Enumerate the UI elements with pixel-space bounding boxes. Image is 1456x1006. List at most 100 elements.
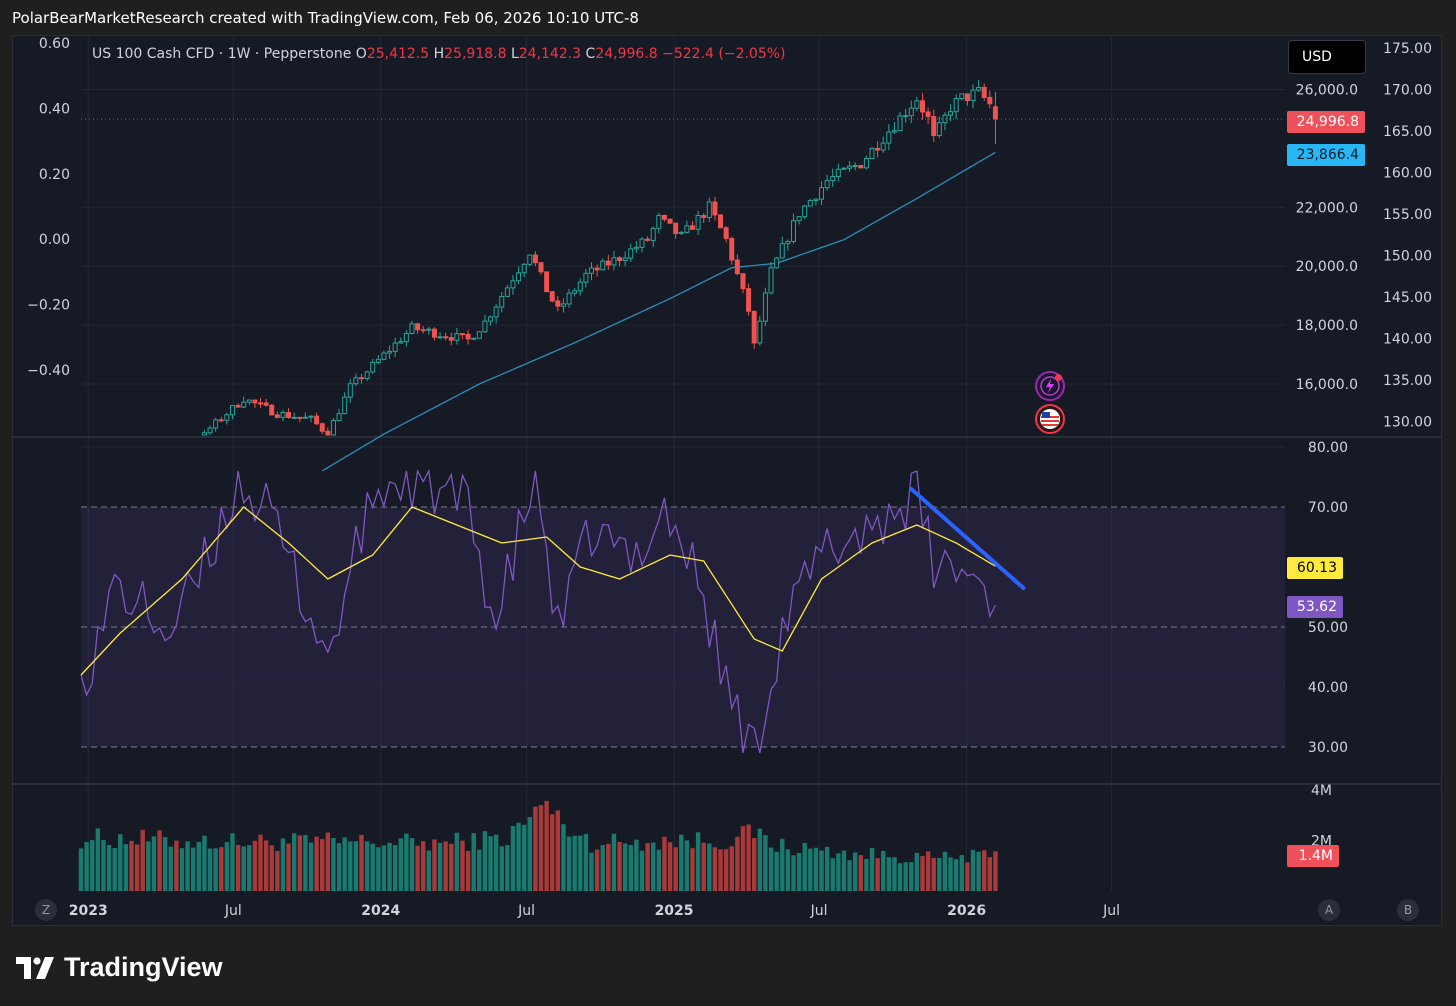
candle-down <box>920 100 925 113</box>
volume-bar <box>796 852 802 891</box>
volume-bar <box>303 835 308 891</box>
chart-canvas[interactable]: 2023 Jul 2024 Jul 2025 Jul 2026 Jul 26,000.0 22,0… <box>12 35 1442 926</box>
price-axis-label: 18,000.0 <box>1296 318 1358 334</box>
volume-bar <box>824 846 830 891</box>
volume-bar <box>460 840 465 891</box>
candle-up <box>375 358 381 363</box>
chart-panel[interactable] <box>12 35 1442 926</box>
volume-bar <box>432 839 437 891</box>
candle-up <box>381 352 387 360</box>
left-axis-label: 0.40 <box>39 101 70 117</box>
volume-bar <box>639 850 645 891</box>
right-axis-label: 160.00 <box>1383 166 1432 182</box>
tradingview-logo[interactable]: TradingView <box>16 952 223 983</box>
candle-up <box>903 115 909 118</box>
candle-up <box>308 415 314 418</box>
rsi-axis-label: 70.00 <box>1308 500 1348 516</box>
volume-bar <box>185 841 190 891</box>
candle-down <box>319 423 325 432</box>
candle-up <box>897 115 903 132</box>
candle-up <box>499 295 505 308</box>
candle-down <box>964 93 970 102</box>
volume-bar <box>982 850 987 891</box>
candle-up <box>650 227 656 241</box>
candle-down <box>252 399 258 404</box>
volume-bar <box>550 814 555 891</box>
volume-bar <box>224 842 230 891</box>
volume-bar <box>118 834 123 891</box>
volume-bar <box>449 843 454 891</box>
candle-up <box>566 292 572 305</box>
candle-up <box>336 413 342 422</box>
candle-up <box>454 333 460 341</box>
candle-up <box>241 401 247 408</box>
time-axis-label: 2026 <box>947 903 986 919</box>
volume-bar <box>213 848 218 891</box>
candle-up <box>392 342 398 352</box>
volume-bar <box>421 841 426 891</box>
candle-up <box>835 168 841 177</box>
candle-down <box>645 238 651 241</box>
volume-bar <box>129 840 134 891</box>
volume-bar <box>914 852 920 891</box>
candle-down <box>555 300 561 307</box>
volume-bar <box>78 848 84 891</box>
right-axis-label: 135.00 <box>1383 373 1432 389</box>
candle-up <box>583 272 589 283</box>
us-flag-event-icon[interactable] <box>1035 404 1065 434</box>
candle-up <box>229 405 235 416</box>
candle-down <box>701 215 707 218</box>
rsi-trendline <box>909 487 1026 590</box>
candle-up <box>201 432 207 436</box>
currency-button[interactable]: USD <box>1288 40 1366 74</box>
rsi-ma-tag: 60.13 <box>1287 557 1343 579</box>
volume-bar <box>695 832 701 891</box>
candle-up <box>908 107 914 117</box>
tradingview-logo-icon <box>16 956 54 979</box>
time-axis-label: 2024 <box>361 903 400 919</box>
volume-bar <box>583 833 589 891</box>
tradingview-logo-text: TradingView <box>64 952 223 982</box>
candle-up <box>330 420 336 436</box>
candle-up <box>611 257 617 266</box>
volume-bar <box>965 862 970 891</box>
volume-bar <box>505 845 510 891</box>
candle-down <box>734 259 740 275</box>
volume-bar <box>645 842 650 891</box>
volume-bar <box>168 846 173 891</box>
zoom-button[interactable]: Z <box>35 899 57 921</box>
volume-bar <box>286 843 291 891</box>
candle-up <box>291 416 297 419</box>
candle-up <box>768 267 774 294</box>
candle-down <box>617 257 623 262</box>
candle-up <box>504 287 510 297</box>
candle-up <box>684 225 690 233</box>
candle-down <box>689 225 695 230</box>
candle-up <box>560 303 566 307</box>
ma-line <box>321 151 996 472</box>
volume-bar <box>572 835 577 891</box>
candle-down <box>235 405 241 408</box>
volume-axis-label: 4M <box>1311 783 1332 799</box>
volume-bar <box>325 832 331 891</box>
volume-bar <box>269 845 274 891</box>
high-key: H <box>433 46 445 62</box>
volume-bar <box>207 848 213 891</box>
volume-bar <box>521 824 527 891</box>
auto-scale-button[interactable]: A <box>1318 899 1340 921</box>
volume-bar <box>241 846 246 891</box>
candle-down <box>729 237 735 261</box>
volume-bar <box>628 844 633 891</box>
volume-bar <box>499 846 504 891</box>
b-button[interactable]: B <box>1397 899 1419 921</box>
candle-down <box>258 402 264 405</box>
candle-up <box>863 157 869 169</box>
volume-bar <box>247 845 252 891</box>
candle-down <box>359 377 364 380</box>
candle-up <box>521 263 527 274</box>
volume-bar <box>202 835 207 891</box>
volume-bar <box>897 863 903 891</box>
volume-bar <box>146 841 151 891</box>
volume-bar <box>662 836 667 891</box>
volume-bar <box>651 842 656 891</box>
